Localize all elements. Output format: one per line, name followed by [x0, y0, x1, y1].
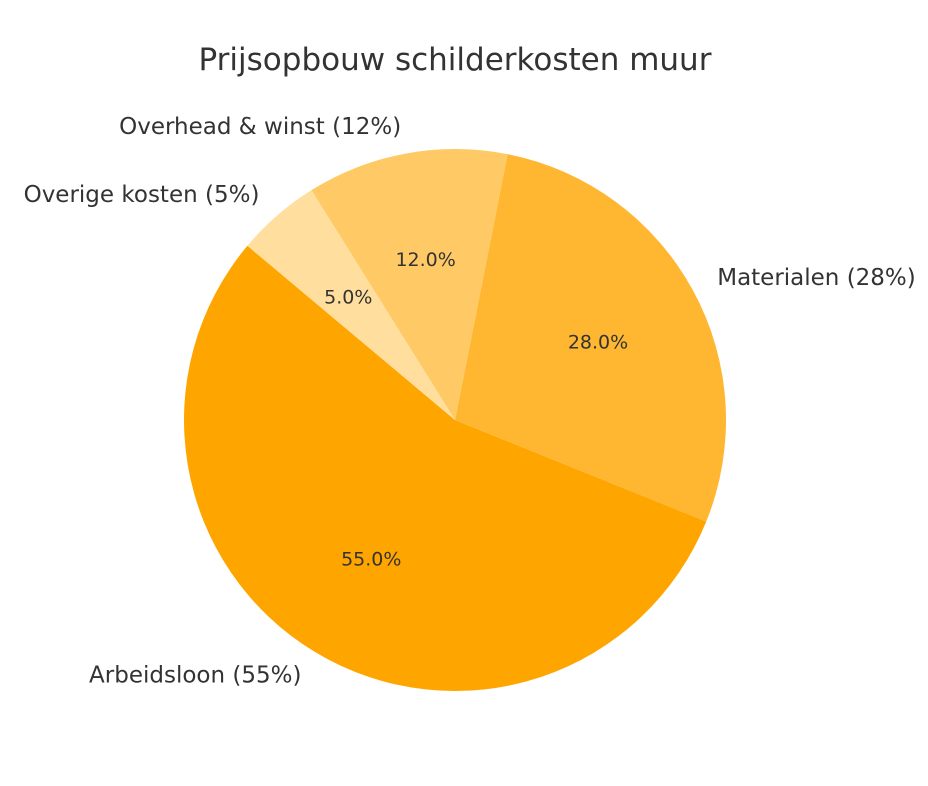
slice-label: Arbeidsloon (55%) — [89, 663, 301, 689]
slice-percent-label: 28.0% — [568, 332, 628, 354]
pie-slice-overhead-winst-12 — [311, 149, 508, 420]
pie-slices — [184, 149, 727, 691]
slice-percent-label: 5.0% — [324, 286, 372, 308]
chart-title: Prijsopbouw schilderkosten muur — [199, 42, 712, 78]
pie-slice-arbeidsloon-55 — [184, 245, 707, 691]
slice-percent-label: 12.0% — [395, 249, 455, 271]
pie-slice-materialen-28 — [455, 154, 727, 522]
slice-label: Overige kosten (5%) — [24, 182, 260, 208]
slice-label: Materialen (28%) — [717, 265, 916, 291]
pie-slice-overige-kosten-5 — [247, 190, 455, 420]
slice-label: Overhead & winst (12%) — [119, 114, 401, 140]
pie-labels: Arbeidsloon (55%) 55.0% Materialen (28%) 28… — [24, 114, 916, 689]
slice-percent-label: 55.0% — [341, 548, 401, 570]
